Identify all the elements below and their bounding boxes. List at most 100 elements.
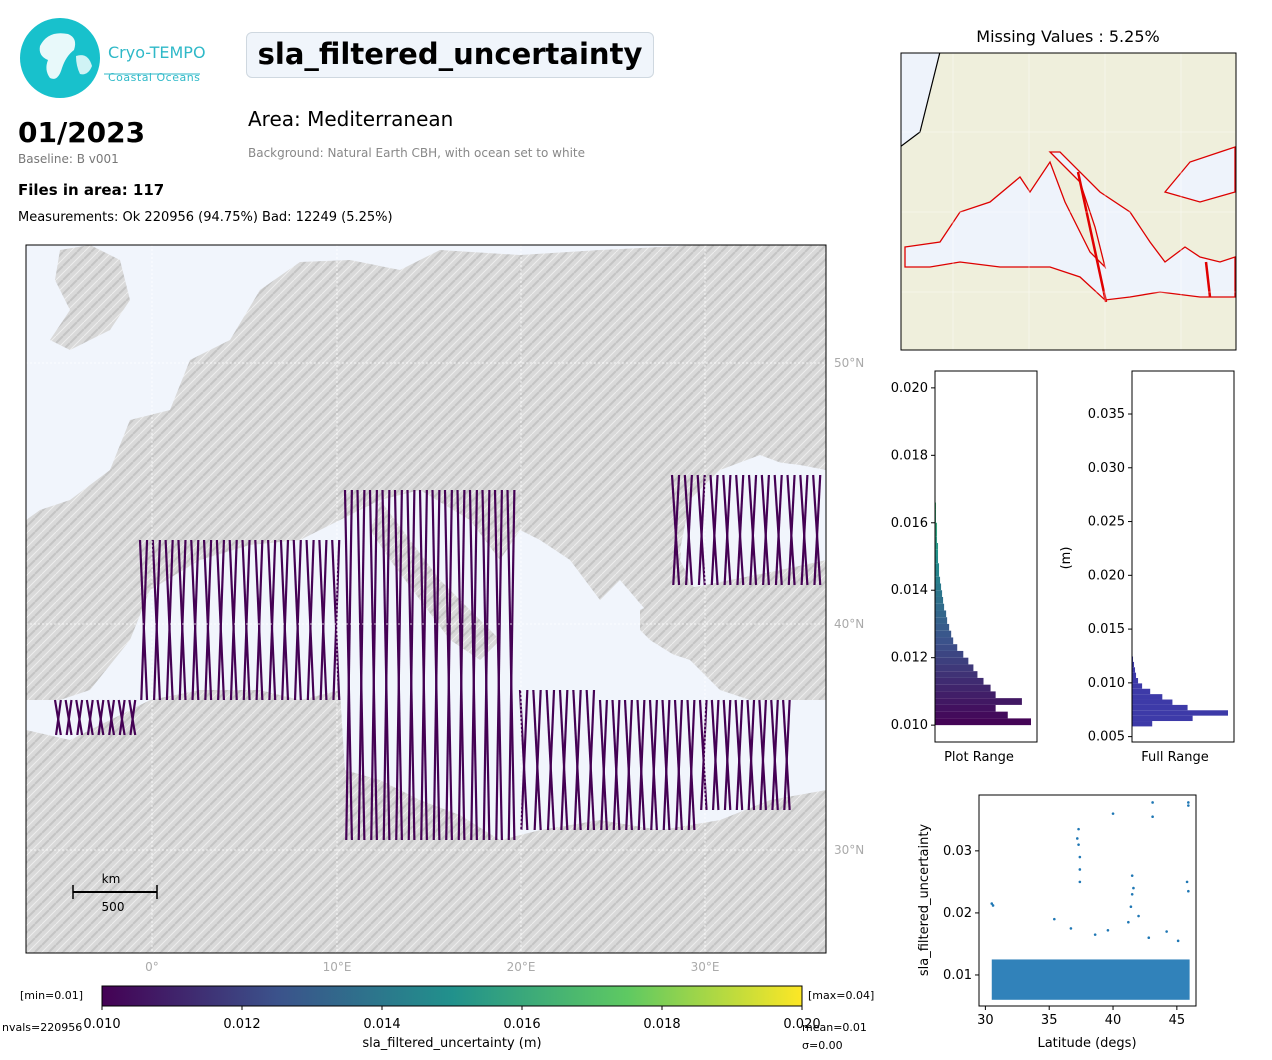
background-note: Background: Natural Earth CBH, with ocea… (248, 146, 586, 160)
histogram-bar (935, 704, 996, 712)
scatter-point (1093, 933, 1097, 936)
histogram-ytick-label: 0.015 (1088, 622, 1125, 637)
scatter-point (1078, 855, 1082, 859)
scatter-point (1185, 880, 1189, 884)
histogram-bar (935, 637, 954, 645)
colorbar-gradient (101, 985, 803, 1007)
histogram-bar (935, 657, 969, 665)
histogram-bar (1132, 678, 1139, 684)
missing-values-title: Missing Values : 5.25% (976, 27, 1160, 46)
inset-missing-track (1076, 171, 1108, 303)
colorbar-min-label: [min=0.01] (20, 989, 83, 1002)
anatolia-landmass (640, 560, 826, 700)
logo-title: Cryo-TEMPO (108, 43, 206, 62)
scatter-point (1077, 827, 1080, 831)
full-range-histogram: 0.005 0.010 0.015 0.020 0.025 0.030 0.035 Full… (1059, 370, 1235, 765)
area-label: Area: Mediterranean (248, 107, 454, 131)
nvals-label: nvals=220956 (2, 1021, 82, 1034)
histogram-ytick-label: 0.010 (1088, 676, 1125, 691)
scatter-point (1106, 928, 1110, 932)
map-graticule (26, 245, 826, 953)
scatter-point (1137, 914, 1140, 918)
scatter-point (1132, 886, 1135, 890)
histogram-bar (935, 569, 940, 577)
histogram-bar (935, 698, 1022, 705)
lat-label: 40°N (834, 617, 864, 631)
histogram-bar (935, 596, 944, 604)
histogram-bar (935, 677, 984, 685)
histogram-bar (1132, 699, 1173, 705)
scatter-point (1187, 804, 1190, 807)
scatter-point (1127, 920, 1130, 924)
measurements-label: Measurements: Ok 220956 (94.75%) Bad: 12… (18, 210, 393, 225)
main-map: 0° 10°E 20°E 30°E 50°N 40°N 30°N km 500 (25, 244, 864, 974)
scatter-xtick-label: 35 (1041, 1013, 1058, 1028)
scatter-xlabel: Latitude (degs) (1037, 1036, 1136, 1051)
scatter-point (1130, 892, 1134, 896)
lon-label: 0° (145, 960, 159, 974)
scatter-ylabel: sla_filtered_uncertainty (917, 824, 932, 977)
histogram-bar (1132, 721, 1153, 727)
scatter-point (1151, 815, 1154, 819)
histogram-bar (935, 664, 974, 672)
lat-label: 30°N (834, 843, 864, 857)
histogram-bar (935, 650, 964, 658)
histogram-bar (935, 502, 937, 510)
scatter-point (990, 902, 994, 905)
histogram-bar (935, 543, 939, 550)
scatter-point (1075, 837, 1079, 840)
britain-landmass (50, 245, 130, 350)
colorbar-label: sla_filtered_uncertainty (m) (362, 1036, 541, 1051)
scatter-xtick-label: 30 (977, 1013, 994, 1028)
histogram-bar (1132, 710, 1228, 716)
histogram-bar (935, 644, 958, 651)
histogram-bar (935, 623, 950, 631)
cryo-tempo-logo (20, 18, 200, 98)
latitude-scatter-plot: 30 35 40 45 0.01 0.02 0.03 Latitude (degs) sla… (917, 794, 1197, 1051)
histogram-ytick-label: 0.030 (1088, 461, 1125, 476)
histogram-bar (935, 556, 939, 564)
scatter-point (1077, 843, 1080, 846)
histogram-bar (935, 516, 937, 523)
scale-bar: km 500 (72, 872, 158, 914)
scale-unit: km (102, 872, 121, 886)
scatter-point (1053, 917, 1056, 921)
mediterranean-sea (60, 505, 826, 840)
histogram-ytick-label: 0.012 (891, 651, 928, 666)
histogram-ytick-label: 0.025 (1088, 515, 1125, 530)
scatter-point (1069, 927, 1073, 930)
baseline-label: Baseline: B v001 (18, 152, 119, 166)
inset-missing-track (1204, 261, 1212, 298)
files-in-area-label: Files in area: 117 (18, 181, 165, 199)
histogram-bar (1132, 694, 1163, 700)
plot-range-histogram: 0.010 0.012 0.014 0.016 0.018 0.020 Plot Rang… (891, 370, 1038, 765)
histogram-bar (1132, 667, 1136, 673)
scatter-point (1078, 868, 1082, 871)
scatter-point (1187, 801, 1190, 804)
histogram-bar (935, 549, 939, 557)
histogram-bar (935, 603, 945, 611)
scatter-point (1147, 936, 1151, 940)
histogram-ytick-label: 0.020 (1088, 568, 1125, 583)
scatter-point (1111, 812, 1115, 815)
colorbar-tick-label: 0.014 (363, 1017, 400, 1032)
scatter-point (1165, 930, 1168, 933)
histogram-bar (935, 583, 942, 591)
histogram-bar (935, 563, 940, 570)
histogram-ytick-label: 0.016 (891, 516, 928, 531)
inset-mediterranean (904, 151, 1236, 301)
lon-label: 20°E (507, 960, 536, 974)
lon-label: 10°E (323, 960, 352, 974)
histogram-bar (935, 711, 1008, 719)
histogram-ylabel: (m) (1059, 547, 1074, 570)
logo-subtitle: Coastal Oceans (108, 71, 201, 84)
histogram-bar (935, 509, 937, 517)
colorbar-max-label: [max=0.04] (808, 989, 874, 1002)
histogram-bar (1132, 704, 1188, 711)
colorbar-tick-label: 0.016 (503, 1017, 540, 1032)
scatter-point (1151, 801, 1154, 804)
histogram-ytick-label: 0.014 (891, 583, 928, 598)
histogram-bar (935, 718, 1031, 726)
histogram-ytick-label: 0.035 (1088, 407, 1125, 422)
scatter-xtick-label: 40 (1105, 1013, 1122, 1028)
